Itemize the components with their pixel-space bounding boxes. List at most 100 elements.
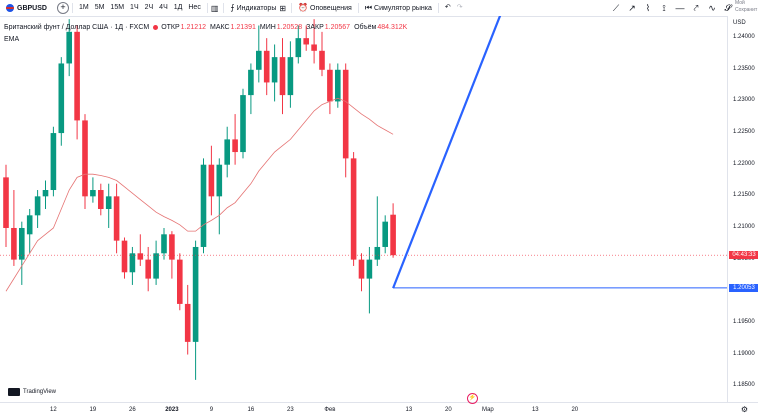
price-tick-label: 1.19500 xyxy=(733,318,755,325)
interval-5m-button[interactable]: 5М xyxy=(94,4,105,11)
candle-up xyxy=(382,221,388,247)
time-tick-label: 12 xyxy=(50,407,57,413)
candle-down xyxy=(390,214,396,256)
symbol-label: GBPUSD xyxy=(17,4,47,12)
brush-icon[interactable]: 𝓢 xyxy=(724,2,732,13)
candle-down xyxy=(113,196,120,241)
interval-1m-button[interactable]: 1М xyxy=(78,4,89,11)
drawing-toolbar: ⟋ ↗ ⌇ ⟟ ― ⤤ ∿ 𝓢 xyxy=(608,0,736,16)
high-value: 1.21391 xyxy=(230,24,256,31)
polyline-icon[interactable]: ⌇ xyxy=(645,2,651,13)
candle-up xyxy=(240,95,246,153)
candle-down xyxy=(208,164,215,197)
interval-15m-button[interactable]: 15М xyxy=(110,4,125,11)
candle-up xyxy=(256,50,262,70)
time-tick-label: Мар xyxy=(482,407,494,413)
time-tick-label: 13 xyxy=(531,407,539,413)
time-tick-label: 9 xyxy=(209,407,214,413)
currency-label: USD xyxy=(733,20,746,26)
candle-up xyxy=(295,38,302,58)
open-label: ОТКР xyxy=(161,24,180,31)
candle-down xyxy=(184,303,191,342)
candle-down xyxy=(279,57,286,96)
toolbar-divider xyxy=(71,3,73,13)
chart-legend: Британский фунт / Доллар США · 1Д · FXCM… xyxy=(4,24,411,31)
add-symbol-icon[interactable]: + xyxy=(56,2,69,14)
candle-up xyxy=(129,253,136,273)
arrow-icon[interactable]: ⤤ xyxy=(693,2,699,13)
candle-down xyxy=(327,69,333,102)
alerts-button[interactable]: ⏰ Оповещения xyxy=(295,2,355,14)
candle-up xyxy=(287,57,294,96)
low-value: 1.20528 xyxy=(276,24,303,31)
volume-label: Объём xyxy=(354,24,377,31)
redo-icon[interactable]: ↷ xyxy=(456,4,463,11)
candle-up xyxy=(105,196,112,209)
candle-up xyxy=(26,215,33,235)
ema-line xyxy=(5,97,394,292)
time-tick-label: 2023 xyxy=(165,407,179,413)
open-value: 1.21212 xyxy=(180,24,206,31)
candle-down xyxy=(3,177,9,228)
time-tick-label: 20 xyxy=(571,407,579,413)
interval-2h-button[interactable]: 2Ч xyxy=(144,4,154,11)
toolbar-divider xyxy=(357,3,359,13)
candle-down xyxy=(350,158,357,260)
candle-up xyxy=(200,164,207,247)
time-tick-label: 23 xyxy=(287,407,294,413)
candle-down xyxy=(82,120,88,197)
trend-line xyxy=(392,16,502,289)
candle-down xyxy=(319,50,325,70)
candle-down xyxy=(177,259,183,304)
templates-icon[interactable]: ⊞ xyxy=(279,3,287,13)
interval-1d-button[interactable]: 1Д xyxy=(173,4,183,11)
interval-1h-button[interactable]: 1Ч xyxy=(130,4,139,11)
ema-indicator-label[interactable]: EMA xyxy=(4,36,20,43)
interval-4h-button[interactable]: 4Ч xyxy=(159,4,168,11)
horizontal-line-icon[interactable]: ― xyxy=(675,3,685,13)
symbol-search-button[interactable]: GBPUSD xyxy=(2,2,51,14)
price-tick-label: 1.23000 xyxy=(733,97,755,104)
candle-up xyxy=(366,259,373,279)
save-layout-button[interactable]: Мой Сохранит xyxy=(732,0,758,16)
candle-down xyxy=(303,38,309,45)
ray-icon[interactable]: ↗ xyxy=(628,2,636,13)
candle-up xyxy=(34,196,41,216)
candle-up xyxy=(161,234,167,254)
time-axis[interactable]: 12 19 26 2023 9 16 23 Фев 13 20 Мар 13 20 xyxy=(0,402,758,420)
path-icon[interactable]: ⟟ xyxy=(662,2,666,13)
price-tick-label: 1.22500 xyxy=(733,129,755,136)
interval-dropdown-button[interactable]: Нес xyxy=(188,4,201,11)
current-price-tag: 04:43:33 xyxy=(729,251,758,260)
price-axis[interactable]: USD 1.24000 1.23500 1.23000 1.22500 1.22000 1… xyxy=(727,16,758,402)
tradingview-logo[interactable]: TradingView xyxy=(8,388,56,396)
curve-icon[interactable]: ∿ xyxy=(708,2,716,13)
candles-style-icon[interactable]: ▥ xyxy=(210,3,219,13)
gear-icon[interactable]: ⚙ xyxy=(740,405,748,414)
candle-down xyxy=(311,44,317,51)
replay-button[interactable]: ⏮ Симулятор рынка xyxy=(362,2,435,14)
candle-down xyxy=(232,139,238,153)
time-tick-label: 13 xyxy=(405,407,413,413)
tradingview-logo-icon xyxy=(8,388,20,396)
alerts-label: Оповещения xyxy=(310,5,352,12)
indicators-label: Индикаторы xyxy=(236,5,277,12)
currency-flag-icon xyxy=(6,4,14,12)
legend-title: Британский фунт / Доллар США · 1Д · FXCM xyxy=(4,24,150,31)
candle-down xyxy=(137,253,144,260)
indicators-button[interactable]: ⨍ Индикаторы xyxy=(227,2,279,14)
low-label: МИН xyxy=(259,24,276,31)
candle-up xyxy=(248,69,254,96)
price-tick-label: 1.21000 xyxy=(733,223,755,230)
lightning-event-icon[interactable]: ⚡ xyxy=(467,393,478,404)
candle-up xyxy=(42,190,49,197)
candle-down xyxy=(169,234,175,260)
replay-label: Симулятор рынка xyxy=(374,5,432,12)
undo-icon[interactable]: ↶ xyxy=(444,4,451,11)
candle-up xyxy=(153,253,159,279)
candle-down xyxy=(11,227,17,260)
indicators-icon: ⨍ xyxy=(230,3,235,12)
price-tick-label: 1.24000 xyxy=(733,34,755,41)
price-chart[interactable] xyxy=(0,16,727,402)
trend-line-icon[interactable]: ⟋ xyxy=(612,2,620,13)
